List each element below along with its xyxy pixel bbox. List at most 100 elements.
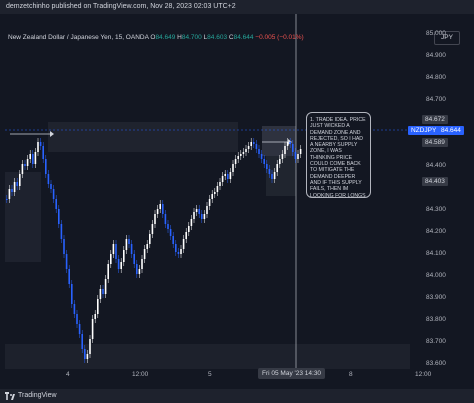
price-tick: 84.900 (426, 52, 446, 59)
price-tick: 83.700 (426, 338, 446, 345)
candle-body (219, 182, 221, 186)
candle-body (39, 142, 42, 146)
candle-body (112, 244, 115, 254)
publisher-bar: demzetchinho published on TradingView.co… (0, 0, 474, 14)
footer: TradingView (0, 389, 474, 403)
candle-body (110, 254, 112, 264)
candle-body (143, 249, 146, 259)
candle-body (65, 254, 68, 269)
candle-body (224, 174, 226, 176)
candle-body (216, 186, 219, 192)
candle-body (255, 144, 258, 149)
chart-canvas[interactable] (0, 14, 474, 389)
candle-body (149, 234, 151, 244)
candle-body (162, 204, 164, 214)
candle-body (37, 142, 39, 152)
candle-body (164, 214, 167, 224)
candle-body (55, 199, 57, 209)
candle-body (91, 319, 94, 339)
legend-c-label: C (228, 34, 234, 41)
candle-body (229, 172, 232, 179)
candle-body (156, 209, 159, 214)
candle-body (159, 204, 161, 209)
candle-body (123, 250, 125, 262)
currency-button[interactable]: JPY (434, 31, 460, 45)
candle-body (50, 184, 52, 189)
zone-low-label: 84.403 (422, 177, 448, 186)
candle-body (245, 149, 247, 152)
candle-body (221, 176, 224, 182)
candle-body (8, 189, 11, 199)
candle-body (299, 149, 302, 154)
footer-brand: TradingView (18, 392, 57, 399)
candle-body (141, 259, 143, 269)
candle-body (281, 154, 284, 159)
time-tick: 12:00 (415, 371, 432, 378)
candle-body (81, 334, 83, 349)
zone-mid-label: 84.589 (422, 138, 448, 147)
candle-body (68, 269, 70, 284)
time-axis[interactable]: 4 12:00 5 8 12:00 (0, 368, 474, 382)
legend-change: −0.005 (−0.01%) (255, 34, 304, 41)
candle-body (86, 354, 89, 359)
candle-body (26, 159, 29, 166)
time-tick: 5 (208, 371, 212, 378)
candle-body (232, 164, 234, 172)
price-tick: 84.000 (426, 272, 446, 279)
candle-body (284, 146, 286, 154)
price-tick: 85.000 (426, 30, 446, 37)
candle-body (250, 142, 252, 146)
symbol-label: NZDJPY (408, 126, 440, 135)
zone-top-label: 84.672 (422, 115, 448, 124)
candle-body (84, 349, 86, 359)
price-tick: 84.200 (426, 228, 446, 235)
price-axis[interactable]: 85.000 84.900 84.800 84.700 84.400 84.30… (408, 14, 474, 389)
candle-body (190, 219, 193, 226)
time-cursor-label: Fri 05 May '23 14:30 (258, 368, 326, 379)
candle-body (107, 264, 109, 279)
demand-zone-low (5, 344, 410, 369)
candle-body (102, 289, 104, 294)
candle-body (177, 252, 180, 254)
candle-body (201, 214, 203, 219)
current-price-label: 84.644 (438, 126, 464, 135)
candle-body (133, 254, 135, 264)
time-tick: 8 (349, 371, 353, 378)
candle-body (52, 189, 55, 199)
candle-body (286, 142, 289, 146)
candle-body (258, 149, 260, 154)
candle-body (128, 239, 130, 244)
candle-body (268, 169, 271, 174)
candle-body (185, 232, 187, 239)
candle-body (260, 154, 263, 159)
candle-body (47, 174, 50, 184)
candle-body (273, 172, 276, 179)
candle-body (180, 249, 182, 254)
candle-body (73, 304, 76, 314)
candle-body (188, 226, 190, 232)
candle-body (169, 229, 172, 236)
publisher-text: demzetchinho published on TradingView.co… (6, 3, 236, 10)
supply-zone-large (48, 122, 238, 152)
candle-body (34, 152, 37, 164)
candle-body (42, 146, 44, 159)
candle-body (130, 244, 133, 254)
candle-body (104, 279, 107, 294)
candle-body (203, 214, 206, 219)
candle-body (242, 152, 245, 154)
candle-body (125, 239, 128, 250)
candle-body (195, 209, 198, 212)
candle-body (289, 142, 291, 144)
candle-body (94, 314, 96, 319)
candles (6, 138, 302, 363)
price-tick: 84.400 (426, 162, 446, 169)
candle-body (279, 159, 281, 164)
price-tick: 84.300 (426, 206, 446, 213)
candle-body (297, 154, 299, 159)
candle-body (136, 264, 138, 274)
candle-body (263, 159, 265, 164)
candle-body (211, 194, 213, 199)
candle-body (172, 236, 174, 244)
trade-idea-note[interactable]: 1. TRADE IDEA. PRICE JUST WICKED A DEMAN… (306, 112, 371, 199)
chart-area[interactable]: New Zealand Dollar / Japanese Yen, 15, O… (0, 14, 474, 389)
